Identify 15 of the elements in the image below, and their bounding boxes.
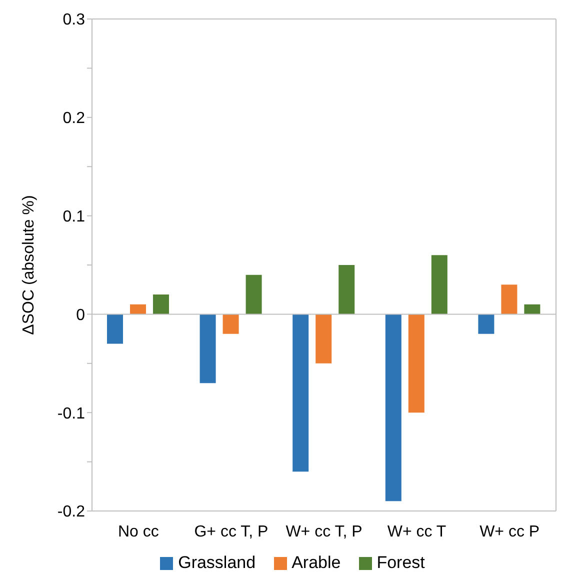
- y-tick-label: 0: [76, 306, 86, 324]
- x-tick-label: W+ cc T, P: [286, 523, 362, 540]
- legend-label: Forest: [376, 553, 425, 573]
- y-tick-label: 0.3: [62, 12, 86, 29]
- y-tick-label: -0.2: [57, 504, 86, 521]
- y-axis-title: ΔSOC (absolute %): [20, 195, 38, 335]
- legend-label: Arable: [292, 553, 341, 573]
- y-tick-label: -0.1: [57, 405, 86, 422]
- x-tick-label: No cc: [118, 523, 159, 540]
- y-tick-label: 0.2: [62, 110, 86, 128]
- x-tick-label: W+ cc P: [480, 523, 540, 540]
- legend-label: Grassland: [178, 553, 256, 573]
- x-tick-label: G+ cc T, P: [194, 523, 268, 540]
- x-tick-label: W+ cc T: [387, 523, 446, 540]
- y-tick-label: 0.1: [62, 208, 86, 226]
